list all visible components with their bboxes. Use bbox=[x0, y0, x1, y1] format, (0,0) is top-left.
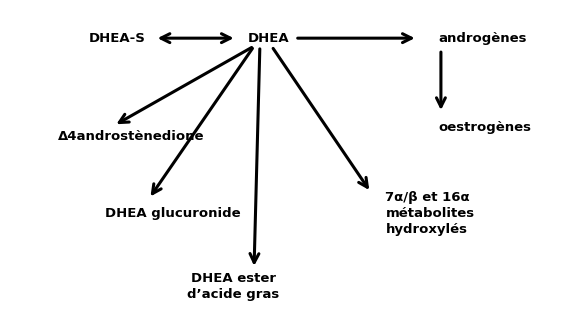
Text: 7α/β et 16α
métabolites
hydroxylés: 7α/β et 16α métabolites hydroxylés bbox=[385, 190, 475, 236]
Text: DHEA ester
d’acide gras: DHEA ester d’acide gras bbox=[187, 272, 280, 301]
Text: oestrogènes: oestrogènes bbox=[438, 121, 531, 134]
Text: Δ4androstènedione: Δ4androstènedione bbox=[58, 130, 205, 143]
Text: DHEA glucuronide: DHEA glucuronide bbox=[105, 207, 241, 219]
Text: androgènes: androgènes bbox=[438, 32, 527, 45]
Text: DHEA-S: DHEA-S bbox=[88, 32, 145, 45]
Text: DHEA: DHEA bbox=[248, 32, 290, 45]
